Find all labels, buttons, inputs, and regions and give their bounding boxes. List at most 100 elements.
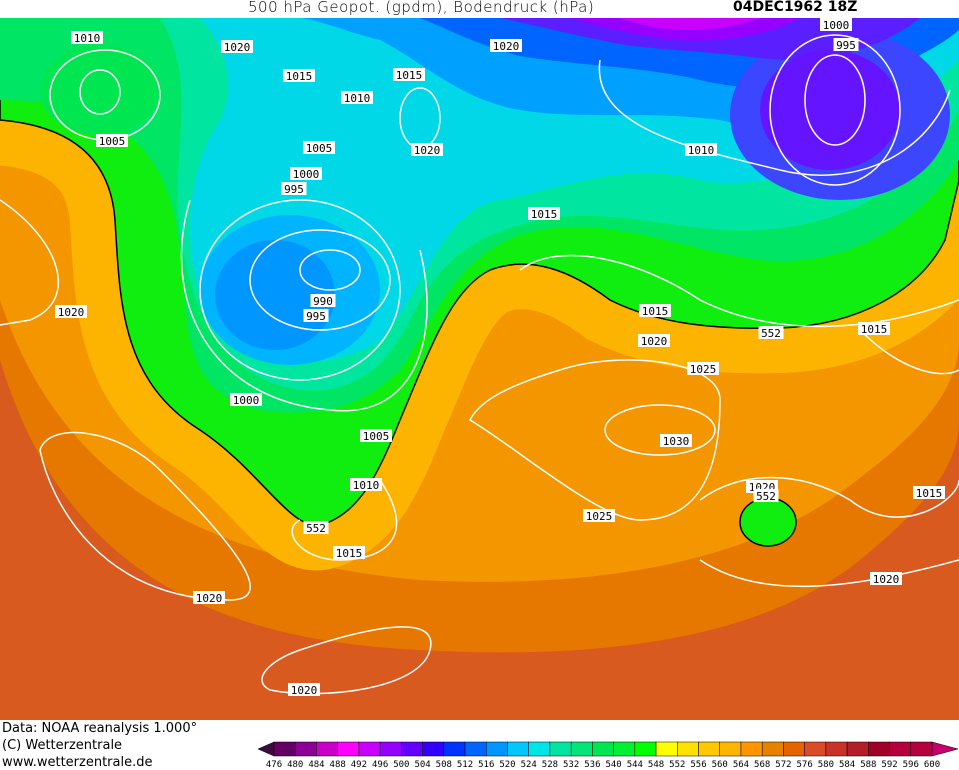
colorbar-tick-label: 568 [754, 760, 770, 770]
svg-text:1015: 1015 [642, 305, 669, 318]
colorbar-swatch [677, 741, 699, 757]
isobar-labels: 1010 1020 1015 1015 1020 1010 1005 1005 1020 1000… [55, 18, 945, 697]
colorbar-tick-label: 544 [627, 760, 643, 770]
height-band-516 [215, 240, 335, 350]
map-title: 500 hPa Geopot. (gpdm), Bodendruck (hPa) [248, 0, 595, 16]
copyright: (C) Wetterzentrale [2, 738, 123, 753]
colorbar-swatch [316, 741, 338, 757]
isobar-label: 1030 [660, 434, 692, 448]
isobar-label: 1020 [193, 591, 225, 605]
isobar-label: 1000 [290, 167, 322, 181]
svg-text:990: 990 [313, 295, 333, 308]
isobar-label: 1020 [638, 334, 670, 348]
isobar-label: 1005 [303, 141, 335, 155]
colorbar-swatch [740, 741, 763, 757]
isobar-label: 1010 [341, 91, 373, 105]
map-date: 04DEC1962 18Z [733, 0, 858, 15]
svg-text:552: 552 [756, 490, 776, 503]
isobar-label: 552 [758, 326, 784, 340]
colorbar-tick-label: 592 [881, 760, 897, 770]
colorbar-swatch [910, 741, 933, 757]
svg-text:1025: 1025 [586, 510, 613, 523]
colorbar-tick-label: 476 [266, 760, 282, 770]
colorbar-swatch [613, 741, 636, 757]
colorbar-tick-label: 560 [712, 760, 728, 770]
isobar-label: 995 [833, 38, 859, 52]
isobar-label: 552 [303, 521, 329, 535]
colorbar-tick-label: 508 [436, 760, 452, 770]
colorbar-swatch [655, 741, 678, 757]
isobar-label: 1010 [71, 31, 103, 45]
isobar-label: 1000 [820, 18, 852, 32]
svg-text:1005: 1005 [363, 430, 390, 443]
colorbar-swatch [401, 741, 423, 757]
colorbar-tick-label: 600 [924, 760, 940, 770]
colorbar-tick-label: 564 [733, 760, 749, 770]
colorbar-high-arrow [931, 741, 959, 757]
colorbar-tick-label: 580 [818, 760, 834, 770]
svg-text:1010: 1010 [74, 32, 101, 45]
colorbar-tick-label: 504 [414, 760, 430, 770]
svg-text:1000: 1000 [823, 19, 850, 32]
website-link[interactable]: www.wetterzentrale.de [2, 755, 153, 770]
svg-text:1020: 1020 [196, 592, 223, 605]
svg-text:995: 995 [836, 39, 856, 52]
svg-text:1015: 1015 [286, 70, 313, 83]
colorbar-swatch [464, 741, 487, 757]
isobar-label: 1010 [350, 478, 382, 492]
isobar-label: 1020 [411, 143, 443, 157]
isobar-label: 1020 [221, 40, 253, 54]
isobar-label: 990 [310, 294, 336, 308]
colorbar-tick-label: 480 [287, 760, 303, 770]
colorbar-tick-label: 488 [330, 760, 346, 770]
colorbar-swatch [846, 741, 869, 757]
colorbar-swatch [868, 741, 890, 757]
isobar-label: 1005 [96, 134, 128, 148]
isobar-label: 1025 [583, 509, 615, 523]
svg-text:1025: 1025 [690, 363, 717, 376]
svg-text:1015: 1015 [531, 208, 558, 221]
isobar-label: 1000 [230, 393, 262, 407]
colorbar-swatch [273, 741, 296, 757]
isobar-label: 995 [303, 309, 329, 323]
svg-text:552: 552 [761, 327, 781, 340]
colorbar-low-arrow [257, 741, 275, 757]
colorbar-tick-label: 516 [478, 760, 494, 770]
svg-text:1015: 1015 [396, 69, 423, 82]
colorbar-swatch [592, 741, 614, 757]
svg-text:1020: 1020 [291, 684, 318, 697]
colorbar-tick-label: 496 [372, 760, 388, 770]
svg-text:995: 995 [306, 310, 326, 323]
svg-text:1030: 1030 [663, 435, 690, 448]
colorbar-swatch [761, 741, 784, 757]
isobar-label: 1010 [685, 143, 717, 157]
svg-text:1015: 1015 [336, 547, 363, 560]
colorbar-tick-label: 512 [457, 760, 473, 770]
svg-text:1000: 1000 [233, 394, 260, 407]
isobar-label: 1020 [870, 572, 902, 586]
colorbar-swatch [570, 741, 593, 757]
colorbar-tick-label: 532 [563, 760, 579, 770]
isobar-label: 1015 [333, 546, 365, 560]
height-band-536 [40, 45, 160, 135]
isobar-label: 995 [281, 182, 307, 196]
svg-text:552: 552 [306, 522, 326, 535]
isobar-label: 1015 [639, 304, 671, 318]
colorbar-tick-label: 524 [521, 760, 537, 770]
svg-text:1010: 1010 [688, 144, 715, 157]
isobar-label: 552 [753, 489, 779, 503]
colorbar-tick-label: 548 [648, 760, 664, 770]
colorbar-swatch [783, 741, 805, 757]
colorbar-swatch [528, 741, 551, 757]
colorbar-tick-label: 492 [351, 760, 367, 770]
colorbar-swatch [507, 741, 529, 757]
svg-text:1020: 1020 [493, 40, 520, 53]
isobar-label: 1025 [687, 362, 719, 376]
colorbar-tick-label: 572 [775, 760, 791, 770]
colorbar-tick-label: 540 [605, 760, 621, 770]
svg-text:995: 995 [284, 183, 304, 196]
colorbar-swatch [825, 741, 848, 757]
svg-text:1020: 1020 [414, 144, 441, 157]
colorbar-tick-label: 520 [499, 760, 515, 770]
isobar-label: 1015 [283, 69, 315, 83]
